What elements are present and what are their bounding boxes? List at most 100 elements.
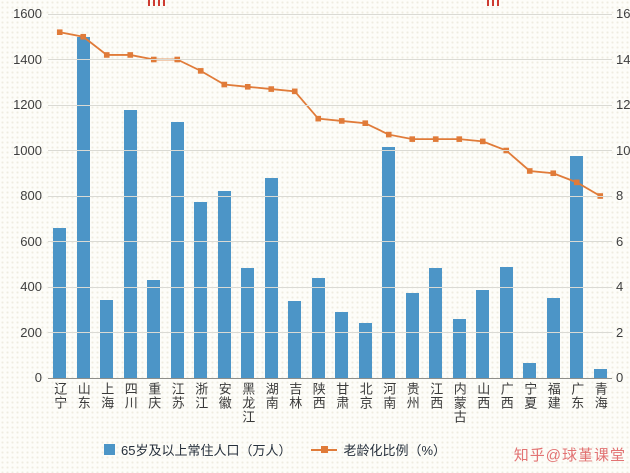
y-left-tick: 1400 (13, 51, 42, 67)
line-marker-四川 (127, 52, 134, 58)
gridline (48, 195, 612, 197)
bar-上海 (100, 299, 114, 378)
aging-ratio-line (59, 31, 601, 197)
y-left-tick: 800 (20, 188, 42, 203)
x-label-内蒙古: 内蒙古 (451, 382, 467, 424)
x-label-广西: 广西 (498, 382, 514, 410)
line-marker-广东 (573, 179, 580, 186)
x-label-江苏: 江苏 (169, 382, 185, 410)
bar-四川 (123, 109, 137, 378)
x-label-安徽: 安徽 (216, 382, 232, 410)
gridline (48, 332, 612, 333)
x-label-四川: 四川 (122, 382, 138, 410)
x-label-福建: 福建 (545, 382, 561, 410)
y-right-tick: 14 (616, 51, 630, 67)
line-marker-江西 (432, 136, 439, 142)
bar-陕西 (311, 277, 325, 378)
bar-legend-swatch (103, 444, 115, 455)
bar-辽宁 (53, 227, 67, 378)
gridline (48, 241, 612, 242)
line-marker-福建 (550, 170, 557, 177)
y-right-tick: 12 (616, 97, 630, 112)
bar-湖南 (264, 177, 278, 378)
x-label-北京: 北京 (357, 382, 373, 410)
watermark: 知乎@球堇课堂 (513, 447, 626, 464)
legend-item-bars: 65岁及以上常住人口（万人） (103, 440, 292, 459)
x-label-湖南: 湖南 (263, 382, 279, 410)
y-right-tick: 0 (616, 370, 624, 385)
y-right-tick: 2 (616, 324, 624, 340)
bar-浙江 (194, 201, 208, 378)
cropped-title-fragment-left (148, 0, 165, 6)
bar-重庆 (147, 280, 161, 378)
line-marker-浙江 (197, 68, 204, 74)
y-axis-left: 0 200 400 600 800 1000 1200 1400 1600 (0, 0, 42, 473)
x-label-上海: 上海 (99, 382, 115, 410)
line-marker-贵州 (409, 136, 416, 142)
line-marker-北京 (362, 120, 369, 126)
gridline (48, 59, 612, 60)
line-marker-内蒙古 (456, 136, 463, 142)
x-label-陕西: 陕西 (310, 382, 326, 410)
legend: 65岁及以上常住人口（万人） 老龄化比例（%） (40, 440, 510, 459)
gridline (48, 104, 612, 106)
bar-河南 (382, 147, 396, 378)
y-left-tick: 1000 (13, 142, 42, 158)
y-right-tick: 6 (616, 233, 624, 249)
bar-安徽 (217, 191, 231, 378)
x-label-江西: 江西 (428, 382, 444, 410)
x-label-宁夏: 宁夏 (522, 382, 538, 410)
y-axis-right: 0 2 4 6 8 10 12 14 16 (616, 0, 630, 473)
line-marker-湖南 (268, 86, 275, 92)
x-label-贵州: 贵州 (404, 382, 420, 410)
bar-山西 (476, 290, 490, 378)
cropped-title-fragment-right (487, 0, 500, 6)
plot-area (48, 13, 612, 379)
bar-广东 (570, 156, 584, 378)
bar-广西 (499, 266, 513, 378)
y-right-tick: 16 (616, 6, 630, 21)
bar-内蒙古 (452, 318, 466, 378)
bar-北京 (358, 323, 372, 378)
gridline (48, 286, 612, 288)
line-marker-甘肃 (338, 118, 345, 124)
bar-江苏 (170, 122, 184, 378)
x-label-重庆: 重庆 (146, 382, 162, 410)
line-marker-陕西 (315, 115, 322, 122)
x-label-吉林: 吉林 (287, 382, 303, 410)
x-label-甘肃: 甘肃 (334, 382, 350, 410)
gridline (48, 13, 612, 15)
bar-宁夏 (523, 363, 537, 378)
legend-item-line: 老龄化比例（%） (311, 440, 446, 459)
y-right-tick: 8 (616, 188, 624, 203)
bars-layer (48, 14, 612, 378)
x-label-广东: 广东 (569, 382, 585, 410)
bar-贵州 (405, 292, 419, 378)
x-label-山东: 山东 (75, 382, 91, 410)
legend-bar-label: 65岁及以上常住人口（万人） (120, 443, 292, 458)
y-left-tick: 1600 (13, 6, 42, 21)
y-right-tick: 4 (616, 279, 624, 294)
y-right-tick: 10 (616, 142, 630, 158)
line-marker-山西 (479, 138, 486, 145)
y-left-tick: 0 (34, 370, 42, 385)
x-label-山西: 山西 (475, 382, 491, 410)
line-marker-黑龙江 (244, 84, 251, 90)
x-label-浙江: 浙江 (193, 382, 209, 410)
line-marker-宁夏 (526, 168, 533, 174)
x-label-青海: 青海 (592, 382, 608, 410)
x-label-辽宁: 辽宁 (52, 382, 68, 410)
line-marker-河南 (385, 131, 392, 138)
bar-黑龙江 (241, 267, 255, 378)
bar-青海 (593, 368, 607, 378)
line-marker-山东 (80, 33, 87, 40)
gridline (48, 377, 612, 379)
x-label-黑龙江: 黑龙江 (240, 382, 256, 424)
y-left-tick: 200 (20, 324, 42, 340)
line-marker-吉林 (291, 88, 298, 95)
y-left-tick: 1200 (13, 97, 42, 112)
y-left-tick: 400 (20, 279, 42, 294)
bar-吉林 (288, 300, 302, 378)
line-legend-swatch (311, 444, 338, 455)
